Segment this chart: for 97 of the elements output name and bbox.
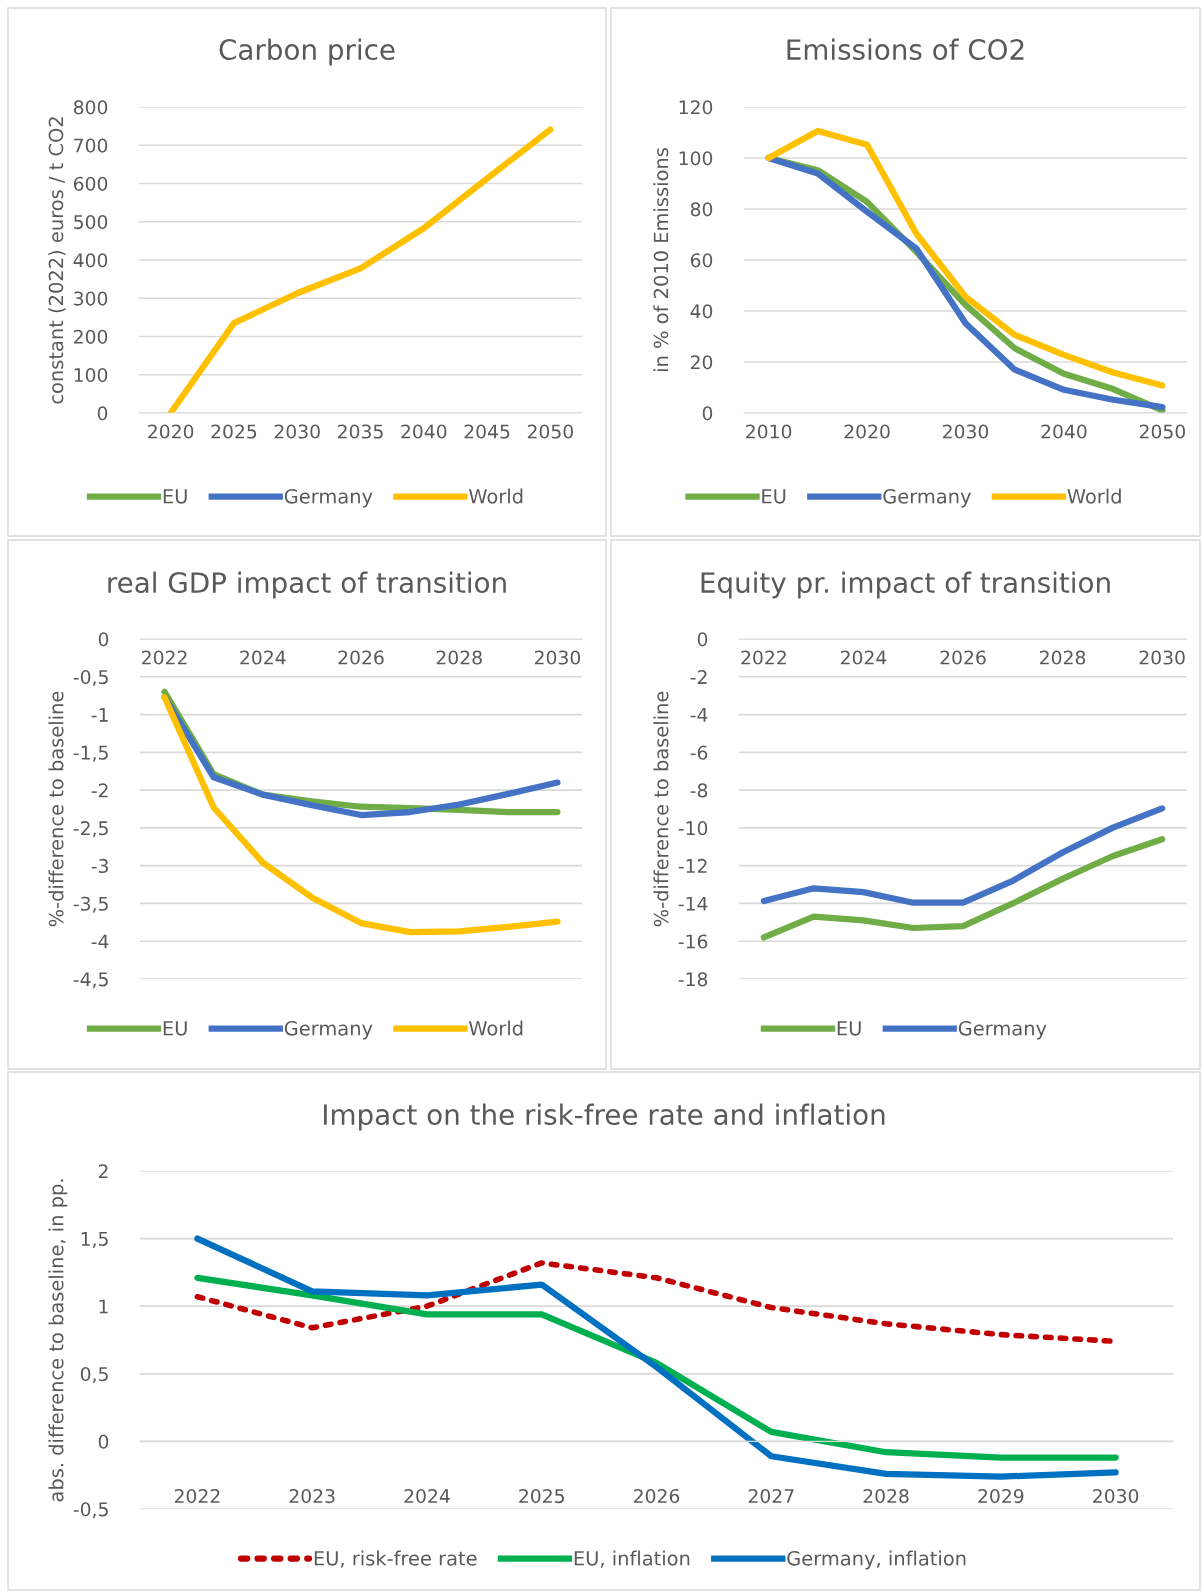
y-tick-label: 800 [73,100,108,115]
y-tick-label: -4 [690,708,708,722]
x-tick-label: 2025 [211,424,257,439]
legend-label: EU [837,1021,861,1036]
legend-label: EU [762,489,786,504]
x-tick-label: 2022 [142,650,187,665]
x-tick-label: 2027 [748,1488,794,1504]
y-axis-title: abs. difference to baseline, in pp. [48,1179,68,1502]
legend-label: Germany [883,488,971,508]
y-tick-label: 600 [73,176,108,191]
y-tick-label: -8 [690,783,708,798]
x-tick-label: 2029 [978,1488,1024,1504]
x-tick-label: 2023 [289,1488,335,1504]
x-tick-label: 2040 [401,424,447,439]
y-axis-title: in % of 2010 Emissions [653,148,669,372]
legend-label: Germany, inflation [787,1550,966,1570]
x-tick-label: 2024 [404,1488,450,1504]
y-tick-label: 0 [702,406,713,421]
y-tick-label: 40 [690,304,713,319]
legend-label: EU [163,1021,187,1036]
x-tick-label: 2030 [274,424,320,439]
x-tick-label: 2028 [436,650,482,665]
legend-label: EU [163,489,187,504]
y-tick-label: 700 [74,138,108,153]
y-tick-label: 100 [679,151,713,166]
y-tick-label: -16 [678,934,708,949]
x-tick-label: 2030 [534,650,581,665]
legend-label: Germany [958,1020,1047,1040]
y-tick-label: 20 [690,355,713,370]
x-tick-label: 2028 [1040,650,1086,665]
y-tick-label: 60 [690,253,713,268]
legend-label: EU, risk-free rate [314,1550,477,1568]
y-tick-label: 300 [74,291,108,306]
y-tick-label: -1,5 [73,745,108,762]
y-tick-label: -4,5 [73,972,108,989]
x-tick-label: 2020 [844,424,890,439]
x-tick-label: 2030 [1093,1488,1139,1504]
x-tick-label: 2030 [943,424,989,439]
legend-label: Germany [284,488,373,508]
x-tick-label: 2024 [840,650,887,665]
y-tick-label: 0 [98,632,109,647]
x-tick-label: 2022 [741,650,786,665]
y-axis-title: %-difference to baseline [653,691,669,927]
legend-label: Germany [284,1020,373,1040]
x-tick-label: 2022 [174,1488,220,1504]
x-tick-label: 2026 [940,650,986,665]
chart-title: Equity pr. impact of transition [701,571,1110,599]
y-tick-label: 80 [690,202,713,217]
x-tick-label: 2010 [746,424,792,439]
y-tick-label: 100 [74,367,108,383]
y-tick-label: -2,5 [73,821,108,838]
x-tick-label: 2024 [240,650,286,665]
y-tick-label: -2 [91,783,108,798]
y-tick-label: 0 [98,1434,109,1449]
y-tick-label: -18 [678,972,708,987]
y-tick-label: 200 [74,329,108,344]
y-axis-title: %-difference to baseline [48,691,64,927]
x-tick-label: 2050 [1139,424,1185,439]
y-tick-label: -3 [91,858,108,874]
y-tick-label: 120 [679,100,713,115]
y-tick-label: -10 [678,821,708,836]
legend-label: World [468,488,523,504]
legend-label: World [468,1020,523,1036]
y-tick-label: 0,5 [80,1367,108,1384]
y-tick-label: 400 [73,253,108,268]
chart-title: Emissions of CO2 [787,38,1024,61]
y-tick-label: 0 [97,406,108,421]
y-tick-label: 0 [697,632,708,647]
x-tick-label: 2040 [1041,424,1087,439]
y-tick-label: -2 [690,669,707,684]
chart-title: real GDP impact of transition [108,571,506,599]
y-tick-label: 500 [74,214,108,230]
chart-title: Carbon price [219,38,395,66]
x-tick-label: 2030 [1139,650,1185,665]
y-tick-label: -0,5 [73,1502,108,1519]
x-tick-label: 2026 [338,650,384,665]
x-tick-label: 2026 [634,1488,680,1504]
y-tick-label: 1,5 [81,1232,108,1248]
legend-label: EU, inflation [574,1550,690,1568]
y-axis-title: constant (2022) euros / t CO2 [48,117,66,404]
y-tick-label: 2 [98,1164,108,1179]
x-tick-label: 2050 [527,424,573,439]
x-tick-label: 2035 [338,424,383,439]
x-tick-label: 2045 [464,424,510,439]
y-tick-label: 1 [99,1299,108,1314]
chart-title: Impact on the risk-free rate and inflation [324,1103,885,1131]
y-tick-label: -4 [91,934,109,949]
y-tick-label: -0,5 [73,669,108,687]
y-tick-label: -6 [690,745,708,760]
x-tick-label: 2028 [863,1488,909,1504]
x-tick-label: 2020 [148,424,194,439]
x-tick-label: 2025 [519,1488,564,1504]
y-tick-label: -3,5 [73,896,108,913]
y-tick-label: -14 [678,896,708,911]
y-tick-label: -12 [678,858,707,873]
y-tick-label: -1 [91,708,108,722]
legend-label: World [1067,488,1121,504]
